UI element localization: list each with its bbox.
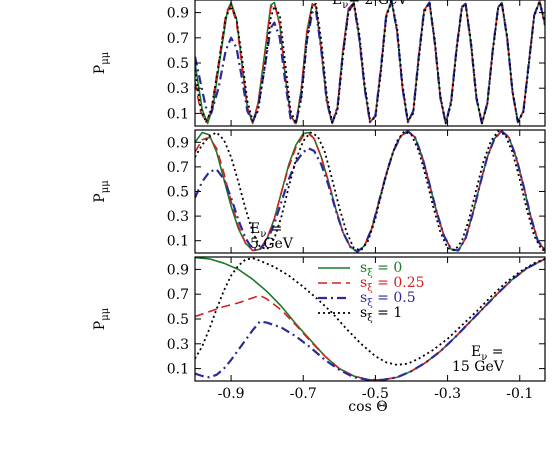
- y-tick-label: 0.5: [167, 312, 189, 328]
- y-tick-label: 0.1: [167, 362, 189, 378]
- y-tick-label: 0.3: [167, 81, 189, 97]
- y-axis-label: Pμμ: [92, 307, 111, 330]
- y-tick-label: 0.5: [167, 56, 189, 72]
- series-line-dashdot-panel-2: [195, 130, 545, 253]
- y-axis-label: Pμμ: [92, 180, 111, 203]
- legend-label-solid: sξ = 0: [360, 260, 402, 279]
- energy-annotation-15gev: Eν = 15 GeV: [452, 344, 505, 375]
- y-tick-label: 0.9: [167, 262, 189, 278]
- y-tick-label: 0.9: [167, 135, 189, 151]
- y-tick-label: 0.3: [167, 337, 189, 353]
- energy-annotation-5gev: Eν = 5 GeV: [250, 221, 294, 252]
- y-tick-label: 0.5: [167, 185, 189, 201]
- y-tick-label: 0.7: [167, 31, 189, 47]
- legend-label-dotted: sξ = 1: [360, 305, 402, 324]
- x-tick-label: -0.5: [362, 386, 389, 402]
- series-line-dotted-panel-3: [195, 257, 545, 366]
- svg-text:5 GeV: 5 GeV: [250, 236, 294, 252]
- y-tick-label: 0.7: [167, 287, 189, 303]
- legend-label-dashed: sξ = 0.25: [360, 275, 425, 294]
- svg-text:Eν =: Eν =: [471, 344, 504, 363]
- series-line-dashdot-panel-3: [195, 257, 545, 381]
- top-header-e: Eν= 2 GeV: [332, 0, 408, 11]
- y-tick-label: 0.1: [167, 106, 189, 122]
- y-tick-label: 0.9: [167, 6, 189, 22]
- x-tick-label: -0.7: [290, 386, 317, 402]
- y-tick-label: 0.3: [167, 209, 189, 225]
- svg-text:15 GeV: 15 GeV: [452, 359, 505, 375]
- x-tick-label: -0.9: [218, 386, 245, 402]
- series-line-dashed-panel-3: [195, 258, 545, 381]
- y-tick-label: 0.1: [167, 234, 189, 250]
- y-axis-label: Pμμ: [92, 51, 111, 74]
- top-panel-clipped-header: Eν= 2 GeV: [332, 0, 408, 11]
- x-tick-label: -0.3: [434, 386, 461, 402]
- panel-1: 0.1 0.3 0.5 0.7 0.9 Pμμ: [92, 0, 546, 127]
- svg-text:Eν =: Eν =: [250, 221, 283, 240]
- x-axis-label: cos Θ: [348, 399, 387, 415]
- panel-3: 0.1 0.3 0.5 0.7 0.9 Pμμ: [92, 256, 546, 382]
- x-tick-labels: -0.9 -0.7 -0.5 -0.3 -0.1: [218, 386, 534, 402]
- series-line-dotted-panel-1: [195, 0, 545, 125]
- x-tick-label: -0.1: [506, 386, 533, 402]
- panel-2: 0.1 0.3 0.5 0.7 0.9 Pμμ: [92, 129, 546, 254]
- y-tick-label: 0.7: [167, 160, 189, 176]
- legend-label-dashdot: sξ = 0.5: [360, 290, 416, 309]
